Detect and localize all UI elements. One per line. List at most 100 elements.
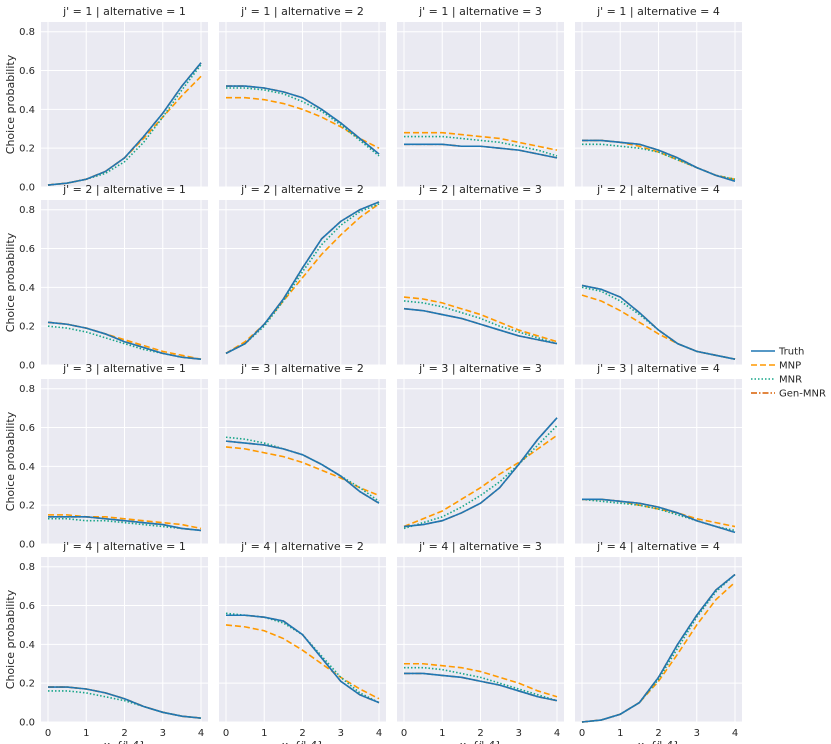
x-tick-label: 4: [376, 728, 382, 739]
series-line-mnr: [47, 325, 202, 360]
series-line-truth: [226, 85, 380, 155]
series-line-mnp: [225, 624, 380, 700]
panel-r4-c3-title: j' = 4 | alternative = 3: [418, 540, 542, 553]
x-axis-label: x_{j',4}: [636, 739, 680, 744]
panel-r4-c1: j' = 4 | alternative = 1 0.0 0.2 0.4 0.6 0.8 C…: [4, 540, 208, 744]
panel-r1-c2-title: j' = 1 | alternative = 2: [240, 5, 364, 18]
series-line-truth: [404, 143, 558, 159]
y-tick-label: 0.8: [19, 205, 35, 216]
y-tick-label: 0.4: [19, 283, 35, 294]
y-tick-label: 0.4: [19, 105, 35, 116]
series-line-truth: [226, 614, 380, 704]
y-tick-label: 0.8: [19, 562, 35, 573]
panel-r4-c3: j' = 4 | alternative = 3 0 1 2 3 4 x_{j',4}: [397, 540, 564, 744]
y-axis-label: Choice probability: [4, 411, 17, 511]
y-tick-label: 0.0: [19, 361, 35, 372]
y-tick-label: 0.8: [19, 27, 35, 38]
legend: Truth MNP MNR Gen-MNR: [751, 347, 826, 400]
panel-r3-c1: j' = 3 | alternative = 1 0.0 0.2 0.4 0.6 0.8 C…: [4, 362, 208, 551]
legend-label-mnr: MNR: [779, 375, 802, 386]
panel-r1-c2: j' = 1 | alternative = 2: [219, 5, 386, 188]
x-tick-label: 2: [477, 728, 483, 739]
panel-r1-c3-title: j' = 1 | alternative = 3: [418, 5, 542, 18]
x-tick-label: 2: [121, 728, 127, 739]
series-line-mnr: [403, 300, 558, 345]
series-line-truth: [403, 417, 558, 528]
series-line-mnr: [225, 436, 380, 502]
series-line-mnp: [581, 294, 736, 360]
series-line-truth: [48, 686, 202, 719]
x-tick-label: 4: [554, 728, 560, 739]
y-tick-label: 0.2: [19, 144, 35, 155]
series-line-mnp: [404, 131, 558, 151]
series-line-truth: [582, 498, 736, 534]
series-line-mnr: [404, 666, 558, 702]
legend-label-gen-mnr: Gen-MNR: [779, 389, 826, 400]
series-line-truth: [581, 284, 736, 360]
series-line-mnr: [404, 135, 558, 157]
panel-r1-c3: j' = 1 | alternative = 3: [397, 5, 564, 188]
y-axis-label: Choice probability: [4, 232, 17, 332]
series-line-mnr: [226, 87, 380, 157]
x-tick-label: 3: [516, 728, 522, 739]
x-tick-label: 1: [83, 728, 89, 739]
panel-r2-c4-title: j' = 2 | alternative = 4: [596, 183, 720, 196]
panel-r1-c4-title: j' = 1 | alternative = 4: [596, 5, 720, 18]
series-line-mnp: [47, 321, 202, 360]
y-axis-label: Choice probability: [4, 589, 17, 689]
panel-r4-c4-title: j' = 4 | alternative = 4: [596, 540, 720, 553]
x-tick-label: 3: [694, 728, 700, 739]
x-tick-label: 0: [579, 728, 585, 739]
x-tick-label: 1: [261, 728, 267, 739]
x-axis-label: x_{j',4}: [102, 739, 146, 744]
panel-r3-c2-title: j' = 3 | alternative = 2: [240, 362, 364, 375]
y-tick-label: 0.8: [19, 384, 35, 395]
panel-r4-c2-title: j' = 4 | alternative = 2: [240, 540, 364, 553]
series-line-mnr: [48, 517, 202, 532]
x-tick-label: 4: [198, 728, 204, 739]
x-tick-label: 4: [732, 728, 738, 739]
series-line-mnp: [225, 203, 380, 355]
panel-r2-c1: j' = 2 | alternative = 1 0.0 0.2 0.4 0.6 0.8 C…: [4, 183, 208, 372]
y-tick-label: 0.2: [19, 322, 35, 333]
panel-r3-c2: j' = 3 | alternative = 2: [219, 362, 386, 545]
panel-r3-c3-title: j' = 3 | alternative = 3: [418, 362, 542, 375]
panel-r3-c4-title: j' = 3 | alternative = 4: [596, 362, 720, 375]
y-tick-label: 0.6: [19, 244, 35, 255]
series-line-truth: [47, 321, 202, 360]
series-line-truth: [403, 307, 558, 345]
panel-r3-c1-title: j' = 3 | alternative = 1: [62, 362, 186, 375]
panel-r2-c2: j' = 2 | alternative = 2: [219, 183, 386, 366]
legend-label-mnp: MNP: [779, 361, 801, 372]
x-tick-label: 1: [439, 728, 445, 739]
x-tick-label: 0: [45, 728, 51, 739]
y-tick-label: 0.2: [19, 679, 35, 690]
series-line-mnp: [403, 434, 558, 528]
series-line-mnr: [403, 425, 558, 530]
series-line-truth: [48, 516, 202, 532]
x-tick-label: 2: [299, 728, 305, 739]
y-tick-label: 0.6: [19, 601, 35, 612]
x-tick-label: 0: [223, 728, 229, 739]
y-tick-label: 0.6: [19, 66, 35, 77]
panel-r3-c3: j' = 3 | alternative = 3: [397, 362, 564, 545]
y-tick-label: 0.4: [19, 462, 35, 473]
y-tick-label: 0.0: [19, 718, 35, 729]
x-tick-label: 3: [338, 728, 344, 739]
panel-r2-c4: j' = 2 | alternative = 4: [575, 183, 742, 366]
series-line-truth: [582, 139, 736, 182]
panel-r2-c3: j' = 2 | alternative = 3: [397, 183, 564, 366]
y-tick-label: 0.2: [19, 501, 35, 512]
series-line-truth: [404, 672, 558, 702]
panel-r2-c2-title: j' = 2 | alternative = 2: [240, 183, 364, 196]
y-tick-label: 0.0: [19, 183, 35, 194]
series-line-truth: [225, 201, 380, 355]
series-line-mnr: [225, 203, 380, 355]
y-tick-label: 0.4: [19, 640, 35, 651]
x-tick-label: 0: [401, 728, 407, 739]
panel-r4-c2: j' = 4 | alternative = 2 0 1 2 3 4 x_{j',4}: [219, 540, 386, 744]
panel-r2-c1-title: j' = 2 | alternative = 1: [62, 183, 186, 196]
series-line-mnp: [404, 662, 558, 698]
panel-r1-c1-title: j' = 1 | alternative = 1: [62, 5, 186, 18]
